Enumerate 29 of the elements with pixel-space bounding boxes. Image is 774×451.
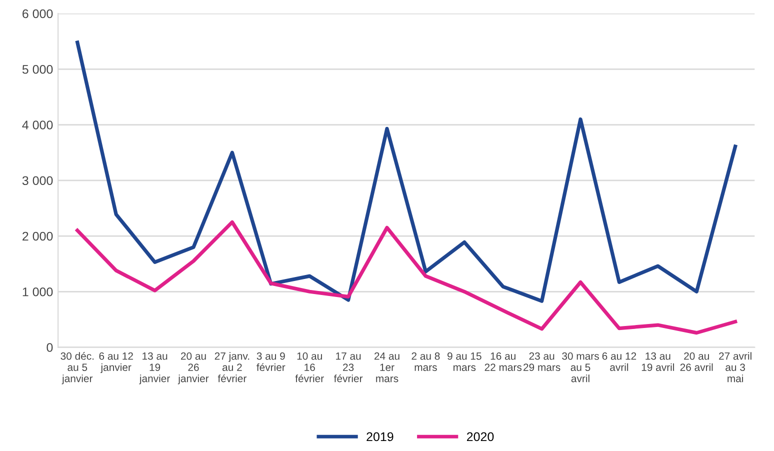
y-tick-label: 3 000 — [22, 176, 53, 186]
x-tick-label: 2 au 8 mars — [412, 352, 440, 372]
x-tick-label: 23 au 29 mars — [524, 352, 560, 372]
line-series — [76, 40, 738, 303]
x-tick-label: 27 janv. au 2 février — [214, 352, 250, 382]
x-tick-label: 10 au 16 février — [295, 352, 324, 382]
x-tick-label: 3 au 9 février — [256, 352, 286, 372]
x-tick-label: 13 au 19 avril — [642, 352, 674, 372]
y-tick-label: 1 000 — [22, 287, 53, 296]
y-tick-label: 0 — [46, 343, 53, 352]
x-tick-label: 20 au 26 avril — [680, 352, 713, 372]
x-tick-label: 6 au 12 janvier — [99, 352, 133, 374]
x-tick-label: 30 déc. au 5 janvier — [60, 352, 94, 384]
x-tick-label: 6 au 12 avril — [602, 352, 636, 372]
x-tick-label: 16 au 22 mars — [484, 352, 522, 372]
line-series — [76, 220, 738, 335]
x-tick-label: 27 avril au 3 mai — [719, 352, 752, 382]
legend-label: 2020 — [466, 432, 494, 442]
legend-label: 2019 — [366, 432, 394, 442]
y-tick-label: 6 000 — [22, 9, 53, 18]
x-tick-label: 13 au 19 janvier — [139, 352, 170, 384]
x-tick-label: 9 au 15 mars — [448, 352, 482, 372]
x-tick-label: 30 mars au 5 avril — [562, 352, 599, 382]
x-tick-label: 24 au 1er mars — [374, 352, 400, 382]
x-tick-label: 20 au 26 janvier — [178, 352, 209, 384]
x-tick-label: 17 au 23 février — [334, 352, 363, 382]
y-tick-label: 2 000 — [22, 232, 53, 241]
y-tick-label: 4 000 — [22, 120, 53, 130]
y-tick-label: 5 000 — [22, 64, 53, 74]
